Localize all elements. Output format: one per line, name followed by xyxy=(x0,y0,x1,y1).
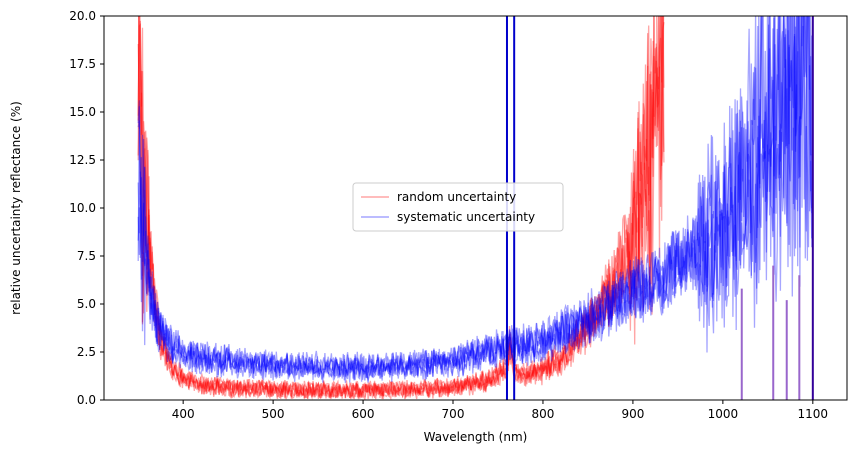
y-tick-label: 17.5 xyxy=(69,57,96,71)
series-1-trace xyxy=(137,16,665,400)
y-axis-title: relative uncertainty reflectance (%) xyxy=(9,101,23,315)
y-axis: 0.0 2.5 5.0 7.5 10.0 12.5 15.0 17.5 20.0 xyxy=(69,9,104,407)
x-tick-label: 700 xyxy=(442,407,465,421)
y-tick-label: 10.0 xyxy=(69,201,96,215)
legend-label: systematic uncertainty xyxy=(397,210,535,224)
x-axis: 400 500 600 700 800 900 1000 1100 xyxy=(172,400,828,421)
x-tick-label: 1100 xyxy=(798,407,829,421)
y-tick-label: 0.0 xyxy=(77,393,96,407)
x-axis-title: Wavelength (nm) xyxy=(424,430,528,444)
x-tick-label: 1000 xyxy=(708,407,739,421)
series-2-trace xyxy=(137,16,813,383)
legend-label: random uncertainty xyxy=(397,190,516,204)
x-tick-label: 500 xyxy=(262,407,285,421)
plot-area xyxy=(137,16,814,400)
x-tick-label: 900 xyxy=(621,407,644,421)
series-1 xyxy=(137,16,665,400)
series-2-trace xyxy=(137,16,813,382)
x-tick-label: 600 xyxy=(352,407,375,421)
y-tick-label: 20.0 xyxy=(69,9,96,23)
series-1-trace xyxy=(137,16,665,400)
y-tick-label: 12.5 xyxy=(69,153,96,167)
legend-box xyxy=(352,182,564,232)
series-2-trace xyxy=(137,16,813,381)
y-tick-label: 7.5 xyxy=(77,249,96,263)
series-2 xyxy=(137,16,813,383)
series-1-trace xyxy=(137,16,663,400)
series-1-trace xyxy=(137,16,665,400)
x-tick-label: 400 xyxy=(172,407,195,421)
x-tick-label: 800 xyxy=(532,407,555,421)
series-2-trace xyxy=(137,16,813,383)
y-tick-label: 5.0 xyxy=(77,297,96,311)
y-tick-label: 15.0 xyxy=(69,105,96,119)
legend: random uncertainty systematic uncertainty xyxy=(352,182,564,232)
series-2-trace xyxy=(137,16,812,383)
series-1-trace xyxy=(138,16,665,400)
series-2-trace xyxy=(137,16,813,383)
series-1-trace xyxy=(137,16,665,400)
y-tick-label: 2.5 xyxy=(77,345,96,359)
